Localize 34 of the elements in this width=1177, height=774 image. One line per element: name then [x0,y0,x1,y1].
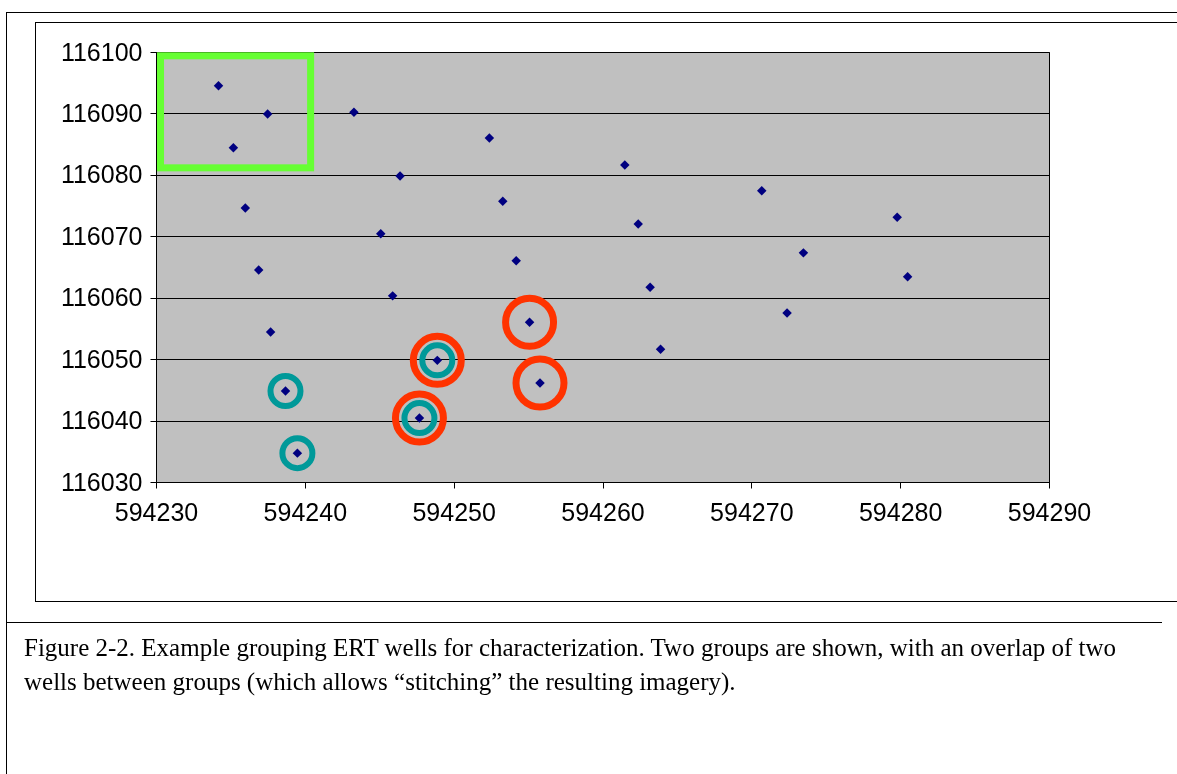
point [892,212,902,222]
y-tick-label: 116050 [60,344,143,373]
y-tick-label: 116080 [60,160,143,189]
point [253,265,264,275]
x-tick-label: 594290 [1007,497,1092,526]
caption: Figure 2-2. Example grouping ERT wells for characterization. Two groups are shown, with an overlap of two wells between groups (which allows “stitching” the resulting imagery). [6,622,1162,707]
x-tick-label: 594270 [710,497,794,526]
point [498,196,508,207]
point [240,203,251,213]
x-tick-label: 594260 [561,497,645,526]
x-tick-label: 594240 [263,497,348,526]
point [757,186,767,196]
point [798,248,809,258]
point [645,282,655,293]
y-tick-label: 116070 [60,221,143,250]
point [265,327,276,337]
point [511,256,521,266]
y-tick-label: 116040 [60,406,143,435]
point [484,133,495,143]
y-tick-label: 116060 [60,283,143,312]
point [228,143,239,153]
x-tick-label: 594230 [114,497,199,526]
point [387,291,398,301]
y-tick-label: 116030 [60,467,143,496]
y-tick-label: 116100 [60,37,143,66]
point [349,107,359,117]
point [376,229,386,239]
point [902,272,913,282]
y-tick-label: 116090 [60,98,143,127]
x-tick-label: 594250 [412,497,496,526]
point [213,81,224,91]
x-tick-label: 594280 [858,497,943,526]
point [262,109,273,119]
point [655,344,666,355]
